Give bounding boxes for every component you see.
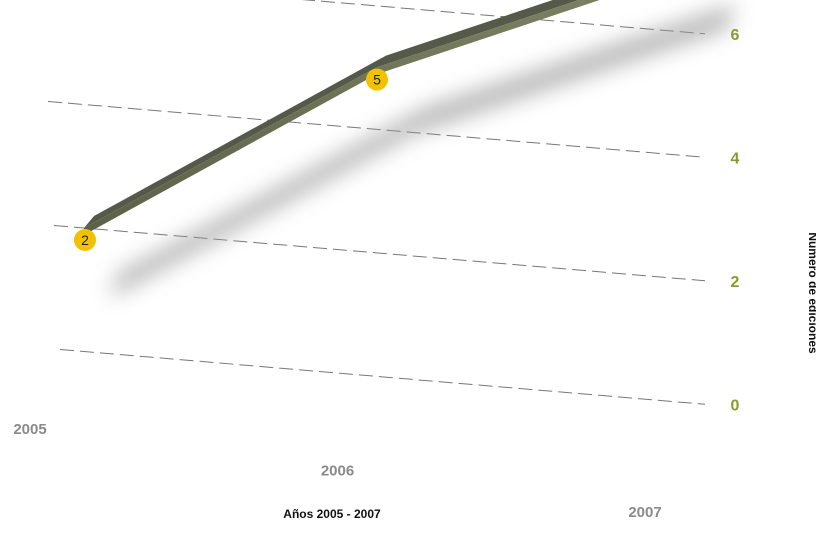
y-axis-ticks: 02468 [731, 27, 740, 414]
x-tick-label: 2005 [13, 421, 46, 438]
y-tick-label: 6 [731, 27, 740, 44]
data-markers: 257 [74, 68, 388, 251]
y-axis-title: Número de ediciones [806, 232, 816, 354]
data-point: 2 [74, 229, 96, 251]
y-tick-label: 0 [731, 397, 740, 414]
line-series-ribbon-front [84, 0, 600, 235]
data-marker [74, 229, 96, 251]
ribbon-shadow [109, 4, 736, 298]
y-tick-label: 2 [731, 274, 740, 291]
gridline [47, 100, 706, 158]
x-tick-label: 2007 [628, 504, 661, 521]
data-point: 5 [366, 68, 388, 91]
data-marker [366, 68, 388, 91]
gridlines [47, 0, 706, 405]
x-tick-label: 2006 [321, 463, 354, 480]
x-axis-title: Años 2005 - 2007 [283, 507, 381, 521]
data-label: 2 [81, 232, 89, 248]
gridline [53, 224, 706, 282]
data-label: 5 [373, 72, 381, 88]
x-axis-ticks: 2005 2006 2007 [13, 421, 661, 521]
gridline [301, 0, 706, 35]
y-tick-label: 4 [731, 150, 740, 167]
line-series-ribbon-top [84, 0, 579, 228]
gridline [59, 348, 706, 405]
